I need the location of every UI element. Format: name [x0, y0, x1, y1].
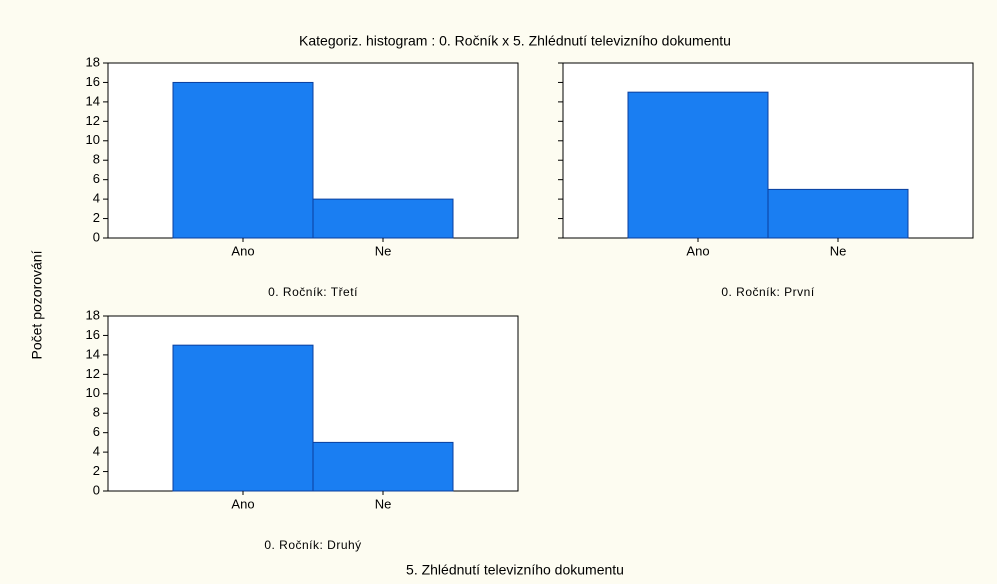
bar: [312, 441, 454, 492]
y-tick-label: 4: [93, 444, 100, 459]
y-tick-label: 12: [86, 113, 100, 128]
y-tick-label: 6: [93, 171, 100, 186]
y-tick-label: 0: [93, 229, 100, 244]
panel-subtitle: 0. Ročník: Třetí: [268, 285, 358, 299]
chart-title: Kategoriz. histogram : 0. Ročník x 5. Zh…: [299, 33, 731, 49]
y-tick-label: 6: [93, 424, 100, 439]
y-tick-label: 14: [86, 93, 100, 108]
y-tick-label: 14: [86, 346, 100, 361]
x-tick-label: Ano: [686, 243, 709, 258]
y-tick-label: 12: [86, 366, 100, 381]
y-tick-label: 8: [93, 405, 100, 420]
y-tick-label: 16: [86, 327, 100, 342]
y-tick-label: 18: [86, 54, 100, 69]
bar: [627, 91, 769, 239]
y-axis-label: Počet pozorování: [29, 250, 45, 359]
y-tick-label: 2: [93, 463, 100, 478]
y-tick-label: 10: [86, 132, 100, 147]
panel-subtitle: 0. Ročník: První: [721, 285, 815, 299]
panel-subtitle: 0. Ročník: Druhý: [264, 538, 361, 552]
y-tick-label: 0: [93, 482, 100, 497]
y-tick-label: 8: [93, 152, 100, 167]
y-tick-label: 16: [86, 74, 100, 89]
bar: [312, 198, 454, 239]
y-tick-label: 10: [86, 385, 100, 400]
bar: [172, 81, 314, 239]
x-tick-label: Ne: [375, 496, 392, 511]
x-tick-label: Ne: [375, 243, 392, 258]
x-tick-label: Ne: [830, 243, 847, 258]
y-tick-label: 4: [93, 191, 100, 206]
x-axis-label: 5. Zhlédnutí televizního dokumentu: [406, 562, 624, 578]
bar: [172, 344, 314, 492]
y-tick-label: 18: [86, 307, 100, 322]
x-tick-label: Ano: [231, 243, 254, 258]
bar: [767, 188, 909, 239]
x-tick-label: Ano: [231, 496, 254, 511]
y-tick-label: 2: [93, 210, 100, 225]
